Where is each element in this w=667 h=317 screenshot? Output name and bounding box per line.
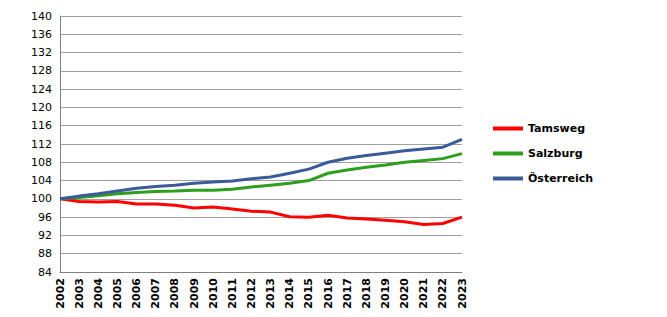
svg-text:88: 88 (38, 247, 52, 260)
svg-text:2023: 2023 (456, 278, 469, 309)
svg-text:2006: 2006 (130, 278, 143, 309)
svg-text:96: 96 (38, 211, 52, 224)
svg-text:2009: 2009 (188, 278, 201, 309)
svg-text:Salzburg: Salzburg (528, 147, 583, 160)
svg-text:112: 112 (31, 138, 52, 151)
svg-text:2002: 2002 (54, 278, 67, 309)
svg-text:128: 128 (31, 64, 52, 77)
svg-text:2019: 2019 (379, 278, 392, 309)
svg-text:108: 108 (31, 156, 52, 169)
svg-text:Österreich: Österreich (528, 171, 593, 185)
svg-text:116: 116 (31, 119, 52, 132)
svg-text:92: 92 (38, 229, 52, 242)
svg-text:2016: 2016 (322, 278, 335, 309)
svg-text:100: 100 (31, 192, 52, 205)
svg-text:2008: 2008 (168, 278, 181, 309)
svg-text:2003: 2003 (73, 278, 86, 309)
svg-text:2020: 2020 (398, 278, 411, 309)
svg-text:2012: 2012 (245, 278, 258, 309)
svg-text:120: 120 (31, 101, 52, 114)
svg-text:132: 132 (31, 46, 52, 59)
svg-text:136: 136 (31, 28, 52, 41)
svg-text:Tamsweg: Tamsweg (528, 122, 585, 135)
svg-text:2018: 2018 (360, 278, 373, 309)
svg-text:2017: 2017 (341, 278, 354, 309)
svg-text:2022: 2022 (436, 278, 449, 309)
svg-text:2007: 2007 (149, 278, 162, 309)
svg-text:2011: 2011 (226, 278, 239, 309)
svg-text:140: 140 (31, 10, 52, 23)
svg-text:2015: 2015 (302, 278, 315, 309)
svg-text:2014: 2014 (283, 278, 296, 309)
svg-text:2010: 2010 (207, 278, 220, 309)
svg-text:84: 84 (38, 266, 52, 279)
svg-text:124: 124 (31, 83, 52, 96)
svg-text:2005: 2005 (111, 278, 124, 309)
svg-text:104: 104 (31, 174, 52, 187)
svg-text:2004: 2004 (92, 278, 105, 309)
svg-text:2021: 2021 (417, 278, 430, 309)
svg-text:2013: 2013 (264, 278, 277, 309)
